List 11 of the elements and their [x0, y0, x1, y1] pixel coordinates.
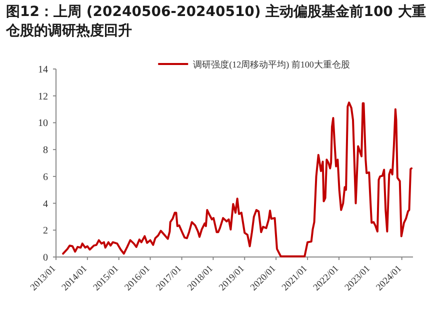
y-tick-label: 4 — [43, 198, 48, 210]
legend-label: 调研强度(12周移动平均) 前100大重仓股 — [193, 60, 350, 70]
y-tick-label: 10 — [38, 118, 48, 130]
y-tick-label: 14 — [38, 64, 48, 76]
y-tick-label: 8 — [43, 145, 48, 156]
y-tick-label: 12 — [38, 91, 48, 102]
legend: 调研强度(12周移动平均) 前100大重仓股 — [158, 60, 350, 70]
title: 图12：上周 (20240506-20240510) 主动偏股基金前100 大重仓股的调研热度回升 — [6, 4, 426, 39]
y-tick-label: 2 — [43, 226, 48, 237]
y-tick-label: 0 — [43, 252, 48, 264]
y-tick-label: 6 — [43, 172, 48, 183]
